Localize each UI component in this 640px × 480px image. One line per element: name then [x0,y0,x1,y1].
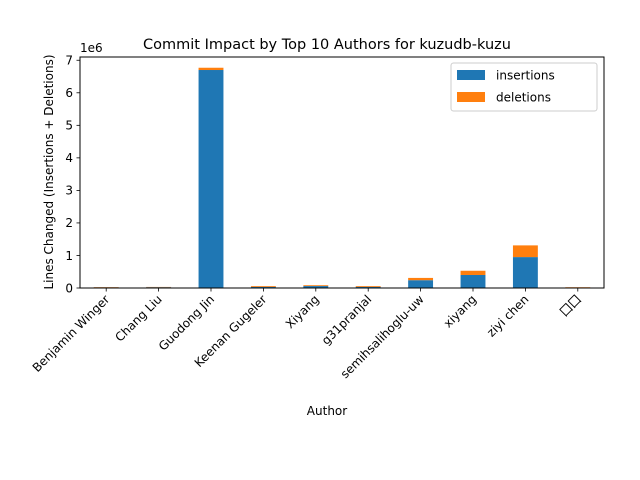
bar-deletions-2 [198,67,224,71]
x-axis-label: Author [307,404,347,418]
bar-deletions-5 [355,286,381,287]
bar-deletions-6 [408,277,434,281]
legend-label-insertions: insertions [496,69,555,83]
y-axis-label: Lines Changed (Insertions + Deletions) [42,54,56,289]
legend: insertions deletions [450,62,598,112]
y-tick-label: 0 [65,281,73,295]
y-tick-label: 7 [65,54,73,68]
y-tick-label: 6 [65,86,73,100]
y-ticks-layer: 0 1 2 3 4 5 6 7 [65,54,80,295]
bar-insertions-7 [460,274,486,288]
legend-swatch-insertions [457,70,485,80]
y-axis-multiplier: 1e6 [80,41,103,55]
bar-insertions-2 [198,70,224,288]
bar-deletions-3 [250,286,276,287]
bar-insertions-8 [512,257,538,288]
legend-label-deletions: deletions [496,91,551,105]
bar-deletions-4 [303,285,329,287]
bar-insertions-6 [408,280,434,288]
bars-layer [93,67,591,288]
y-tick-label: 3 [65,184,73,198]
bar-insertions-4 [303,286,329,288]
legend-swatch-deletions [457,92,485,102]
bar-deletions-7 [460,270,486,275]
legend-box [450,62,598,112]
bar-insertions-5 [355,286,381,288]
y-tick-label: 1 [65,249,73,263]
y-tick-label: 4 [65,151,73,165]
bar-insertions-3 [250,286,276,288]
plot-frame [79,56,605,289]
y-tick-label: 2 [65,216,73,230]
bar-deletions-8 [512,245,538,258]
chart-title: Commit Impact by Top 10 Authors for kuzu… [143,37,511,53]
y-tick-label: 5 [65,119,73,133]
